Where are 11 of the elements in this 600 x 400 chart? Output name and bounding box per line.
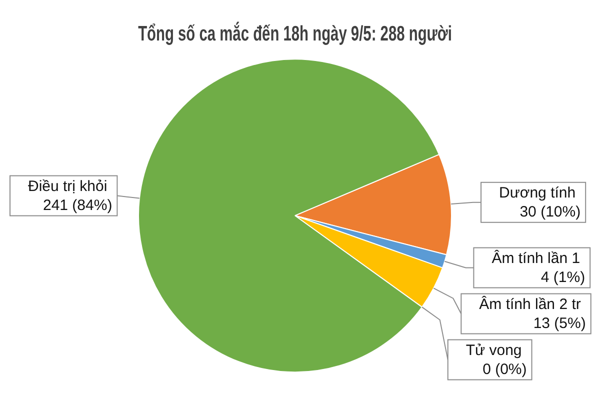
- slice-label: Dương tính: [499, 184, 576, 202]
- slice-label: Âm tính lần 1: [492, 248, 580, 267]
- data-label: 4 (1%): [540, 268, 586, 286]
- data-label: 30 (10%): [520, 204, 581, 221]
- chart-title: Tổng số ca mắc đến 18h ngày 9/5: 288 người: [138, 20, 452, 46]
- slice-label: Âm tính lần 2 tr: [479, 294, 581, 313]
- slice-label: Điều trị khỏi: [28, 178, 108, 195]
- category-label: Tử vong: [466, 342, 522, 359]
- data-label: 13 (5%): [533, 314, 586, 332]
- data-label: 241 (84%): [42, 196, 112, 214]
- text: 0 (0%): [482, 360, 527, 378]
